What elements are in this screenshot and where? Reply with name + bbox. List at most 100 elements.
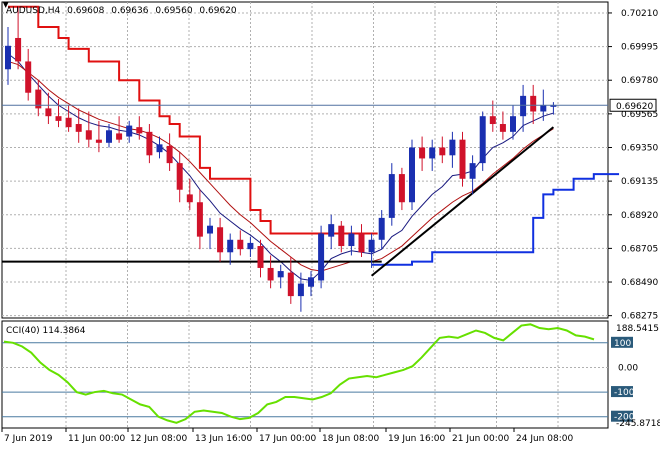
cci-level-label: -200 xyxy=(614,413,635,423)
candlesticks xyxy=(5,6,557,312)
candle-body xyxy=(459,139,466,179)
chart-header: AUDUSD,H4 0.69608 0.69636 0.69560 0.6962… xyxy=(6,6,237,16)
candle-body xyxy=(328,224,335,237)
collapse-triangle-icon[interactable]: ▼ xyxy=(3,1,9,9)
candle-body xyxy=(368,239,375,253)
moving-average-red-line xyxy=(7,60,554,272)
close-value: 0.69620 xyxy=(199,6,236,16)
candle-body xyxy=(5,45,11,70)
price-channel xyxy=(8,5,620,266)
time-tick-label: 17 Jun 00:00 xyxy=(259,434,316,444)
candle-body xyxy=(176,163,183,190)
price-tick-label: 0.70210 xyxy=(621,9,658,19)
candle-body xyxy=(55,116,62,121)
candle-body xyxy=(348,233,355,247)
candle-body xyxy=(308,277,314,287)
cci-level-box xyxy=(611,336,633,348)
candle-body xyxy=(338,225,345,247)
time-tick-label: 21 Jun 00:00 xyxy=(452,434,509,444)
price-tick-label: 0.69780 xyxy=(621,76,658,86)
cci-panel-frame xyxy=(1,320,609,429)
candle-body xyxy=(35,89,42,109)
time-tick-label: 11 Jun 00:00 xyxy=(68,434,125,444)
uptrend-line[interactable] xyxy=(370,126,555,277)
time-tick-label: 12 Jun 08:00 xyxy=(130,434,187,444)
price-panel[interactable]: AUDUSD,H4 0.69608 0.69636 0.69560 0.6962… xyxy=(1,1,620,319)
cci-level-lines xyxy=(2,342,608,418)
price-tick-label: 0.69995 xyxy=(621,43,658,53)
candle-body xyxy=(116,133,123,140)
cci-scale-max: 188.5415 xyxy=(616,324,659,334)
cci-level-box xyxy=(611,410,633,422)
cci-level-label: 0.00 xyxy=(618,363,638,373)
time-tick-label: 18 Jun 08:00 xyxy=(322,434,379,444)
current-price-label: 0.69620 xyxy=(616,102,653,112)
candle-body xyxy=(489,116,496,125)
candle-body xyxy=(378,217,385,240)
price-tick-label: 0.68275 xyxy=(621,312,658,322)
candle-body xyxy=(398,174,405,203)
price-axis[interactable]: 0.70210 0.69995 0.69780 0.69565 0.69350 0.691… xyxy=(608,9,658,322)
candle-body xyxy=(449,139,456,156)
cci-axis: 100 0.00 -100 -200 188.5415 -245.8718 xyxy=(611,324,660,429)
cci-level-label: 100 xyxy=(614,339,631,349)
cci-grid xyxy=(65,321,559,428)
upper-channel-line xyxy=(8,5,378,235)
candle-body xyxy=(520,95,527,117)
candle-body xyxy=(237,239,244,250)
candle-body xyxy=(277,271,284,278)
candle-body xyxy=(75,124,82,132)
time-tick-label: 24 Jun 08:00 xyxy=(516,434,573,444)
candle-body xyxy=(146,131,153,156)
candle-body xyxy=(227,239,234,253)
cci-indicator-line xyxy=(3,323,595,424)
low-value: 0.69560 xyxy=(155,6,192,16)
candle-body xyxy=(267,267,274,281)
cci-line xyxy=(3,323,595,424)
price-tick-label: 0.68490 xyxy=(621,278,658,288)
candle-body xyxy=(126,125,133,137)
cci-panel[interactable]: CCI(40) 114.3864 xyxy=(1,320,609,429)
candle-body xyxy=(45,108,52,117)
high-value: 0.69636 xyxy=(111,6,148,16)
candle-body xyxy=(186,194,193,203)
price-panel-frame xyxy=(1,1,609,319)
candle-body xyxy=(65,117,72,128)
candle-body xyxy=(287,272,294,297)
price-tick-label: 0.69350 xyxy=(621,143,658,153)
candle-body xyxy=(419,147,426,159)
time-axis[interactable]: 7 Jun 2019 11 Jun 00:00 12 Jun 08:00 13 Jun… xyxy=(1,428,573,444)
candle-body xyxy=(15,37,22,62)
price-tick-label: 0.68705 xyxy=(621,244,658,254)
symbol-label: AUDUSD,H4 xyxy=(6,6,61,16)
candle-body xyxy=(207,225,213,234)
cci-level-box xyxy=(611,386,633,398)
candle-body xyxy=(166,145,173,164)
cci-scale-min: -245.8718 xyxy=(616,419,660,429)
candle-body xyxy=(409,147,415,203)
candle-body xyxy=(550,105,557,107)
candle-body xyxy=(85,130,92,140)
candle-body xyxy=(247,242,254,250)
candle-body xyxy=(358,233,365,253)
candle-body xyxy=(156,144,163,153)
candle-body xyxy=(318,233,325,281)
current-price-box xyxy=(609,98,657,112)
cci-level-label: -100 xyxy=(614,388,635,398)
candle-body xyxy=(499,124,506,132)
candle-body xyxy=(25,61,32,93)
time-tick-label: 7 Jun 2019 xyxy=(4,434,53,444)
candle-body xyxy=(217,227,224,253)
candle-body xyxy=(388,174,395,218)
candle-body xyxy=(479,116,486,164)
candle-body xyxy=(530,95,537,112)
time-tick-label: 13 Jun 16:00 xyxy=(195,434,252,444)
cci-title: CCI(40) 114.3864 xyxy=(6,326,86,336)
lower-channel-line xyxy=(371,173,620,266)
candle-body xyxy=(257,246,264,268)
candle-body xyxy=(95,139,102,143)
candle-body xyxy=(439,147,446,156)
time-tick-label: 19 Jun 16:00 xyxy=(388,434,445,444)
candle-body xyxy=(196,202,203,237)
